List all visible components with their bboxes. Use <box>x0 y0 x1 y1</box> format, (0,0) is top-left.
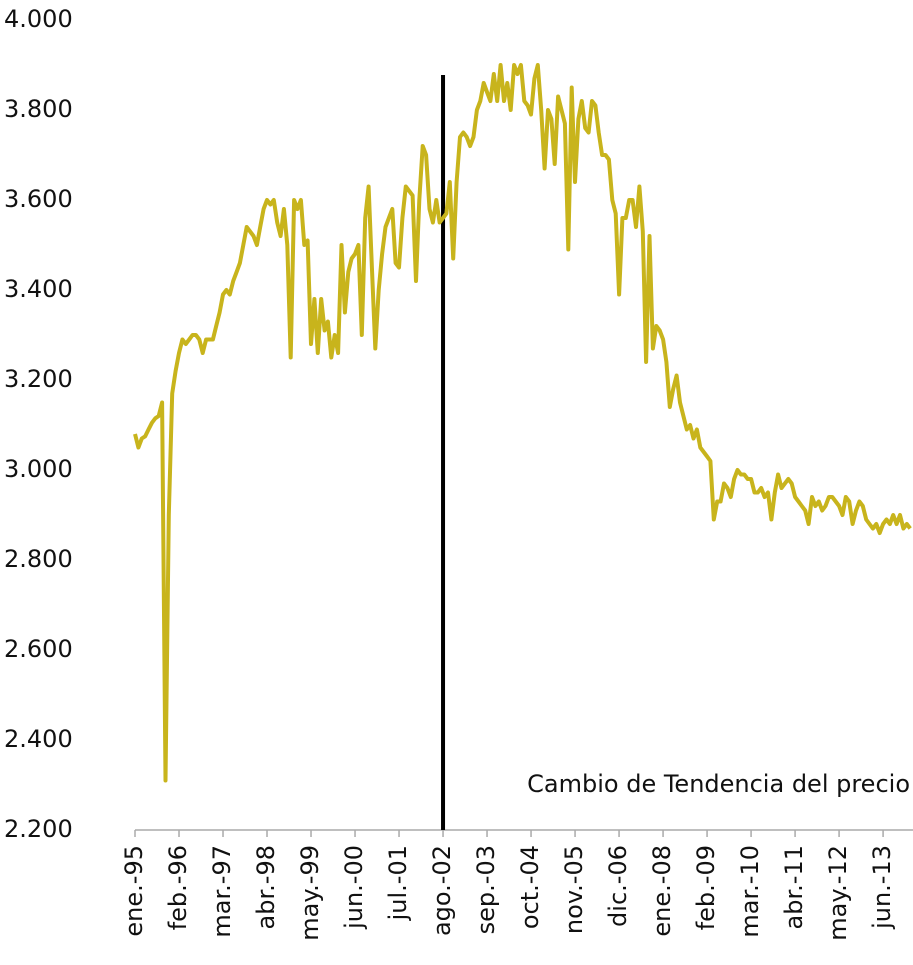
x-tick-label: sep.-03 <box>472 845 500 934</box>
y-tick-label: 2.600 <box>4 635 73 663</box>
y-tick-label: 3.200 <box>4 365 73 393</box>
x-tick-label: feb.-09 <box>692 845 720 930</box>
x-tick-label: abr.-11 <box>780 845 808 929</box>
x-tick-label: jun.-00 <box>340 845 368 930</box>
x-tick-label: nov.-05 <box>560 845 588 934</box>
y-tick-label: 2.400 <box>4 725 73 753</box>
x-tick-label: feb.-96 <box>164 845 192 930</box>
y-tick-label: 3.600 <box>4 185 73 213</box>
y-tick-label: 2.200 <box>4 815 73 843</box>
x-tick-label: jul.-01 <box>384 845 412 921</box>
x-tick-label: dic.-06 <box>604 845 632 927</box>
y-tick-label: 4.000 <box>4 5 73 33</box>
annotation: Cambio de Tendencia del precio <box>527 770 910 798</box>
x-tick-label: may.-99 <box>296 845 324 941</box>
x-tick-label: ene.-08 <box>648 845 676 937</box>
y-tick-label: 3.000 <box>4 455 73 483</box>
y-tick-label: 3.800 <box>4 95 73 123</box>
y-tick-label: 2.800 <box>4 545 73 573</box>
x-tick-label: oct.-04 <box>516 845 544 929</box>
x-tick-label: ago.-02 <box>428 845 456 936</box>
x-tick-label: jun.-13 <box>868 845 896 930</box>
x-tick-label: abr.-98 <box>252 845 280 929</box>
y-tick-label: 3.400 <box>4 275 73 303</box>
x-tick-label: mar.-10 <box>736 845 764 938</box>
x-tick-label: ene.-95 <box>120 845 148 937</box>
series-line <box>133 63 912 783</box>
x-tick-label: may.-12 <box>824 845 852 941</box>
x-tick-label: mar.-97 <box>208 845 236 938</box>
